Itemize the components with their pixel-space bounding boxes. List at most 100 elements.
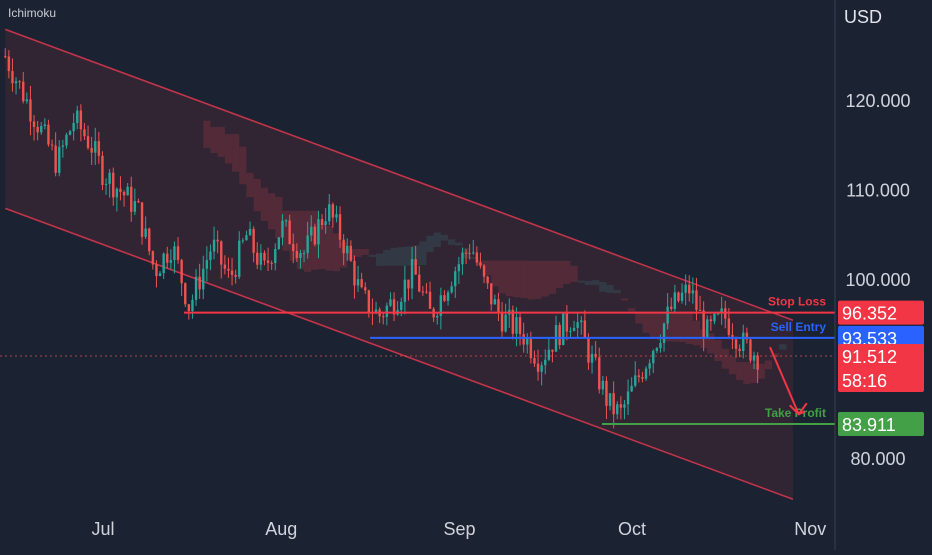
candle-body (641, 377, 644, 379)
ichimoku-cloud-segment (577, 280, 585, 283)
candle-body (202, 268, 205, 290)
candle-body (245, 235, 248, 241)
candle-body (608, 393, 612, 406)
candle-body (43, 124, 47, 127)
ichimoku-cloud-segment (260, 187, 269, 222)
ichimoku-cloud-segment (743, 362, 751, 385)
candle-body (68, 131, 72, 135)
ichimoku-cloud-segment (671, 312, 679, 342)
candle-body (65, 134, 68, 146)
candle-body (86, 136, 90, 148)
channel-upper-line[interactable] (4, 28, 794, 322)
candle-body (284, 220, 288, 222)
ichimoku-cloud-segment (613, 290, 621, 294)
candle-body (173, 246, 176, 261)
candle-body (101, 155, 104, 185)
candle-body (266, 260, 270, 263)
ichimoku-cloud-segment (239, 146, 247, 185)
stop-loss-badge[interactable] (838, 300, 924, 325)
ichimoku-cloud-segment (534, 260, 542, 299)
candle-body (522, 334, 525, 345)
ichimoku-cloud-segment (282, 210, 290, 251)
candle-body (133, 201, 137, 212)
ichimoku-cloud-segment (383, 249, 391, 266)
candle-body (464, 252, 468, 254)
candle-body (256, 252, 259, 265)
candle-body (97, 141, 101, 156)
candle-body (576, 322, 579, 328)
candle-body (752, 355, 756, 361)
candle-body (659, 342, 662, 349)
ichimoku-cloud-segment (570, 265, 578, 282)
y-tick-label: 100.000 (845, 270, 910, 290)
candle-body (122, 191, 126, 196)
current-price-badge[interactable] (838, 343, 924, 392)
candle-body (364, 287, 367, 291)
candle-body (238, 240, 241, 277)
candle-body (457, 264, 461, 272)
candle-body (727, 318, 731, 335)
ichimoku-cloud-segment (419, 241, 427, 266)
take-profit-badge[interactable] (838, 411, 924, 436)
currency-label: USD (844, 7, 882, 27)
ichimoku-cloud-segment (714, 339, 722, 362)
candle-body (392, 299, 396, 315)
ichimoku-cloud-segment (505, 260, 513, 297)
ichimoku-cloud-segment (556, 260, 564, 288)
candle-body (738, 348, 741, 352)
x-tick-label: Nov (794, 519, 826, 539)
ichimoku-cloud-segment (707, 333, 715, 354)
ichimoku-cloud-segment (440, 234, 449, 241)
candle-body (241, 240, 245, 242)
ichimoku-cloud-segment (448, 239, 456, 245)
candle-body (644, 368, 648, 379)
candle-body (569, 330, 572, 332)
candle-body (670, 306, 673, 309)
candle-body (7, 56, 11, 72)
candle-body (317, 219, 320, 245)
candle-body (515, 317, 518, 334)
y-tick-label: 80.000 (850, 449, 905, 469)
candle-body (313, 226, 317, 245)
ichimoku-cloud-segment (685, 312, 693, 344)
ichimoku-cloud-segment (721, 348, 729, 369)
ichimoku-cloud-segment (620, 298, 629, 301)
candle-body (328, 204, 331, 222)
candle-body (745, 332, 749, 340)
candle-body (22, 81, 25, 102)
candle-body (220, 241, 223, 265)
candle-body (36, 126, 39, 133)
candle-body (479, 262, 482, 266)
candle-body (706, 319, 709, 338)
candle-body (533, 358, 536, 364)
candle-body (583, 320, 587, 338)
candle-body (209, 251, 212, 261)
candle-body (198, 276, 201, 290)
candle-body (47, 124, 50, 145)
candle-body (601, 380, 605, 390)
y-tick-label: 110.000 (846, 181, 910, 201)
candle-body (407, 279, 410, 289)
ichimoku-cloud-segment (203, 120, 211, 148)
candle-body (367, 290, 371, 313)
ichimoku-cloud-segment (635, 312, 643, 324)
candle-body (194, 276, 198, 300)
candle-body (342, 239, 345, 254)
channel-fill (5, 29, 793, 500)
channel-lower-line[interactable] (4, 207, 794, 501)
ichimoku-cloud-segment (217, 126, 225, 157)
candle-body (490, 283, 493, 305)
candle-body (166, 253, 169, 263)
candle-body (648, 363, 651, 369)
candle-body (50, 144, 54, 146)
candle-body (414, 259, 417, 275)
ichimoku-cloud-segment (397, 247, 405, 266)
candle-body (79, 110, 83, 130)
sell-entry-badge[interactable] (838, 325, 924, 350)
candle-body (11, 71, 14, 84)
candle-body (720, 308, 723, 314)
ichimoku-cloud-segment (678, 312, 686, 343)
candle-body (511, 309, 515, 334)
